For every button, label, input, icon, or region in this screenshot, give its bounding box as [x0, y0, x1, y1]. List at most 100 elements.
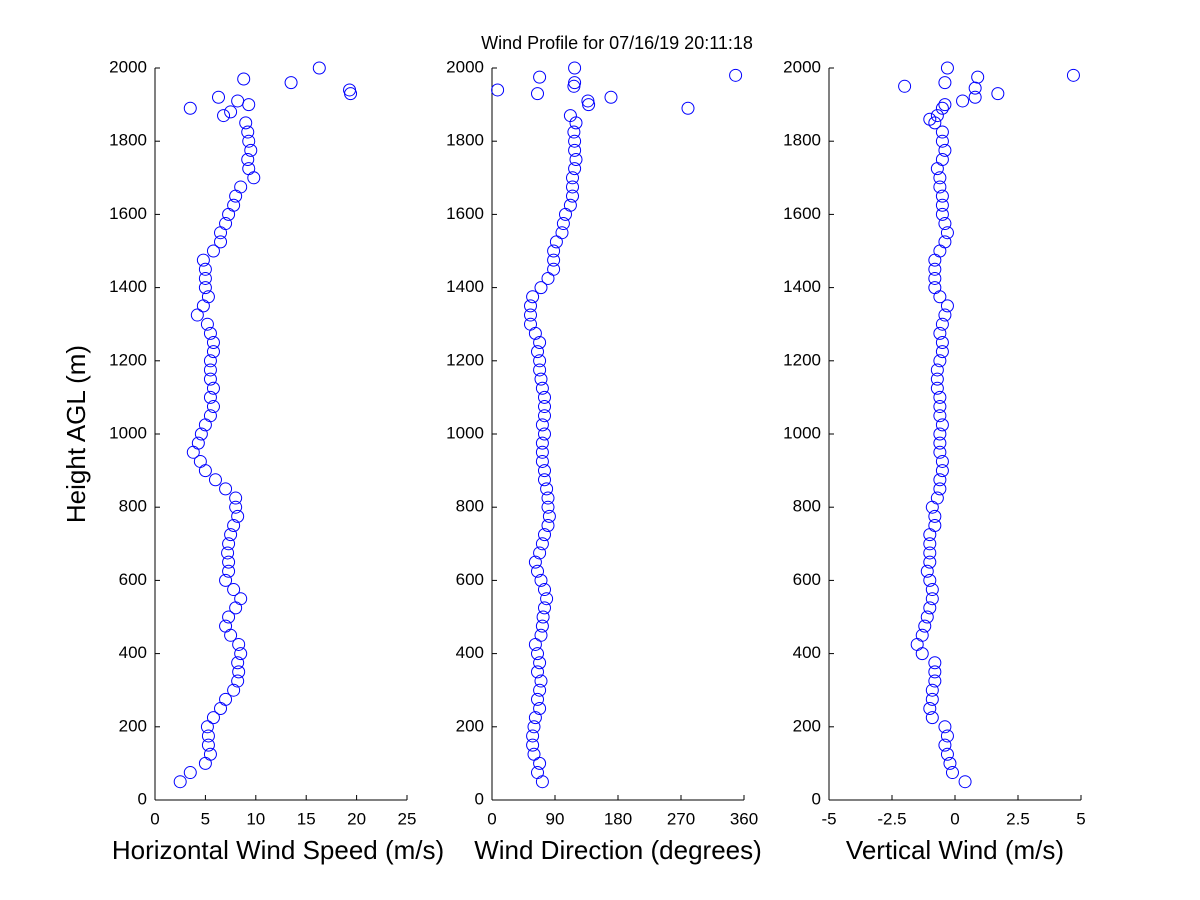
y-tick-label: 1800	[783, 131, 821, 150]
y-tick-label: 1800	[109, 131, 147, 150]
data-point	[244, 143, 258, 157]
data-point	[222, 564, 236, 578]
data-point	[933, 180, 947, 194]
data-point	[923, 546, 937, 560]
data-point	[933, 427, 947, 441]
y-tick-label: 1600	[109, 204, 147, 223]
data-point	[566, 189, 579, 203]
data-point	[237, 72, 251, 86]
y-tick-label: 200	[456, 716, 484, 735]
data-point	[566, 180, 579, 194]
y-tick-label: 1000	[446, 423, 484, 442]
x-tick-label: 180	[604, 809, 632, 828]
data-point	[547, 253, 561, 267]
y-tick-label: 200	[119, 716, 147, 735]
data-point	[533, 702, 547, 715]
data-point	[991, 87, 1005, 101]
y-tick-label: 1200	[446, 350, 484, 369]
data-point	[531, 766, 544, 780]
data-point	[681, 101, 695, 115]
data-point	[193, 454, 207, 468]
y-tick-label: 1600	[446, 204, 484, 223]
data-point	[231, 674, 245, 688]
data-point	[533, 683, 547, 697]
data-point	[935, 198, 949, 212]
data-point	[201, 738, 215, 752]
data-point	[956, 94, 970, 108]
data-point	[526, 738, 540, 752]
data-point	[968, 90, 982, 104]
data-point	[206, 345, 220, 359]
x-tick-label: 0	[150, 809, 159, 828]
data-point	[920, 564, 934, 578]
y-tick-label: 1200	[783, 350, 821, 369]
data-point	[531, 87, 544, 101]
data-point	[531, 647, 544, 661]
data-point	[526, 729, 540, 743]
data-point	[538, 528, 551, 542]
data-point	[173, 775, 187, 789]
data-point	[534, 573, 548, 587]
data-point	[540, 482, 554, 496]
data-point	[541, 519, 555, 532]
x-tick-label: 0	[950, 809, 959, 828]
data-point	[563, 109, 577, 123]
data-point	[214, 235, 228, 249]
data-point	[206, 400, 220, 414]
y-tick-label: 1400	[446, 277, 484, 296]
data-point	[938, 235, 952, 249]
data-point	[203, 354, 217, 368]
data-point	[535, 454, 549, 468]
y-tick-label: 2000	[446, 57, 484, 76]
data-point	[200, 720, 214, 734]
y-tick-label: 600	[793, 570, 821, 589]
data-point	[538, 473, 551, 487]
y-tick-label: 1400	[783, 277, 821, 296]
data-point	[531, 692, 544, 706]
data-point	[729, 68, 743, 82]
data-point	[242, 134, 256, 148]
data-point	[547, 244, 561, 258]
data-point	[935, 317, 949, 331]
data-point	[940, 61, 954, 75]
data-point	[930, 372, 944, 386]
x-tick-label: 270	[667, 809, 695, 828]
data-point	[938, 738, 952, 752]
x-tick-label: 15	[297, 809, 316, 828]
data-point	[284, 76, 298, 90]
data-point	[534, 628, 548, 642]
x-tick-label: 20	[347, 809, 366, 828]
data-point	[928, 519, 942, 532]
data-point	[567, 125, 581, 139]
data-point	[343, 83, 357, 97]
data-point	[528, 711, 542, 725]
data-point	[535, 436, 549, 450]
y-tick-label: 200	[793, 716, 821, 735]
data-point	[568, 162, 582, 176]
data-point	[221, 546, 235, 560]
data-point	[219, 573, 233, 587]
data-point	[535, 445, 549, 459]
data-point	[928, 281, 942, 295]
y-tick-label: 0	[138, 789, 147, 808]
data-point	[533, 336, 547, 349]
data-point	[563, 198, 577, 212]
data-point	[200, 317, 214, 331]
y-tick-label: 600	[119, 570, 147, 589]
data-point	[533, 363, 547, 377]
x-axis-label: Wind Direction (degrees)	[474, 835, 762, 865]
data-point	[933, 390, 947, 404]
data-point	[222, 610, 236, 624]
data-point	[212, 90, 226, 104]
data-point	[201, 729, 215, 743]
data-point	[219, 692, 233, 706]
data-point	[933, 171, 947, 185]
data-point	[915, 628, 929, 642]
data-point	[930, 381, 944, 395]
data-point	[231, 656, 245, 670]
data-point	[542, 509, 556, 523]
data-point	[935, 153, 949, 166]
data-point	[183, 766, 197, 780]
data-point	[935, 125, 949, 139]
